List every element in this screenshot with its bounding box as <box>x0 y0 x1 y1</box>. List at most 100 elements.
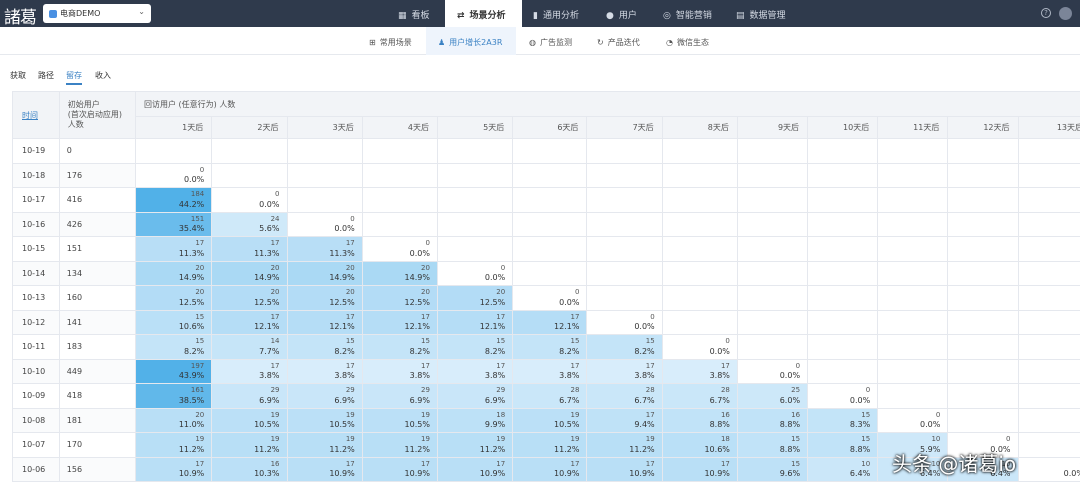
nav-smart-marketing[interactable]: ◎ 智能营销 <box>663 0 712 27</box>
retention-cell[interactable]: 20 12.5% <box>436 285 514 311</box>
retention-cell[interactable]: 25 6.0% <box>736 383 809 409</box>
retention-cell[interactable]: 20 14.9% <box>286 260 363 286</box>
subnav-wechat[interactable]: ◔ 微信生态 <box>666 27 709 55</box>
retention-cell[interactable]: 17 10.9% <box>512 456 588 482</box>
retention-cell[interactable]: 17 11.3% <box>211 236 288 262</box>
retention-cell[interactable]: 17 9.4% <box>586 407 663 433</box>
retention-cell[interactable]: 19 10.5% <box>211 407 288 433</box>
retention-cell[interactable]: 17 10.9% <box>436 456 514 482</box>
tab-revenue[interactable]: 收入 <box>95 71 111 80</box>
subnav-user-growth[interactable]: ♟ 用户增长2A3R <box>426 27 516 55</box>
retention-cell[interactable]: 10 6.4% <box>807 456 879 482</box>
retention-cell[interactable]: 19 11.2% <box>361 432 438 458</box>
nav-users[interactable]: ● 用户 <box>606 0 637 27</box>
tab-path[interactable]: 路径 <box>38 71 54 80</box>
retention-cell[interactable]: 15 8.3% <box>807 407 879 433</box>
retention-cell[interactable]: 17 3.8% <box>586 358 663 384</box>
retention-cell[interactable]: 10 6.4% <box>877 456 949 482</box>
retention-cell[interactable]: 151 35.4% <box>135 211 213 237</box>
retention-cell[interactable]: 17 10.9% <box>586 456 663 482</box>
retention-cell[interactable]: 17 12.1% <box>286 309 363 335</box>
retention-cell[interactable]: 17 3.8% <box>512 358 588 384</box>
retention-cell[interactable]: 20 14.9% <box>135 260 213 286</box>
retention-cell[interactable]: 17 12.1% <box>211 309 288 335</box>
project-selector[interactable]: 电商DEMO ⌄ <box>43 4 151 23</box>
nav-scene-analysis[interactable]: ⇄ 场景分析 <box>445 0 522 27</box>
retention-cell[interactable]: 18 10.6% <box>661 432 738 458</box>
nav-dashboard[interactable]: ▦ 看板 <box>398 0 430 27</box>
retention-cell[interactable]: 15 8.2% <box>135 334 213 360</box>
retention-cell[interactable]: 20 12.5% <box>286 285 363 311</box>
retention-cell[interactable]: 19 10.5% <box>286 407 363 433</box>
tab-retention[interactable]: 留存 <box>66 70 82 85</box>
retention-cell[interactable]: 17 10.9% <box>361 456 438 482</box>
retention-cell[interactable]: 28 6.7% <box>586 383 663 409</box>
nav-data-management[interactable]: ▤ 数据管理 <box>736 0 786 27</box>
retention-cell[interactable]: 19 11.2% <box>436 432 514 458</box>
retention-cell[interactable]: 197 43.9% <box>135 358 213 384</box>
retention-cell[interactable]: 19 11.2% <box>286 432 363 458</box>
retention-cell[interactable]: 17 3.8% <box>286 358 363 384</box>
retention-cell[interactable]: 20 11.0% <box>135 407 213 433</box>
tab-acquisition[interactable]: 获取 <box>10 71 26 80</box>
retention-cell[interactable]: 17 10.9% <box>286 456 363 482</box>
retention-cell[interactable]: 17 3.8% <box>361 358 438 384</box>
nav-general-analysis[interactable]: ▮ 通用分析 <box>533 0 579 27</box>
retention-cell[interactable]: 29 6.9% <box>286 383 363 409</box>
retention-cell[interactable]: 20 14.9% <box>211 260 288 286</box>
retention-cell[interactable]: 17 11.3% <box>286 236 363 262</box>
retention-cell[interactable]: 15 8.2% <box>586 334 663 360</box>
retention-cell[interactable]: 15 8.2% <box>286 334 363 360</box>
retention-cell[interactable]: 15 8.8% <box>736 432 809 458</box>
retention-cell[interactable]: 28 6.7% <box>661 383 738 409</box>
retention-cell[interactable]: 29 6.9% <box>436 383 514 409</box>
retention-cell[interactable]: 10 5.9% <box>877 432 949 458</box>
retention-cell[interactable]: 15 9.6% <box>736 456 809 482</box>
retention-cell[interactable]: 17 10.9% <box>135 456 213 482</box>
avatar[interactable] <box>1059 7 1072 20</box>
retention-cell[interactable]: 17 3.8% <box>661 358 738 384</box>
retention-cell[interactable]: 24 5.6% <box>211 211 288 237</box>
retention-cell[interactable]: 17 11.3% <box>135 236 213 262</box>
retention-cell[interactable]: 19 10.5% <box>512 407 588 433</box>
retention-cell[interactable]: 15 10.6% <box>135 309 213 335</box>
retention-cell[interactable]: 15 8.8% <box>807 432 879 458</box>
retention-cell[interactable]: 15 8.2% <box>436 334 514 360</box>
retention-cell[interactable]: 20 12.5% <box>361 285 438 311</box>
date-header[interactable]: 时间 <box>12 91 60 139</box>
retention-cell[interactable]: 17 12.1% <box>436 309 514 335</box>
retention-cell[interactable]: 184 44.2% <box>135 187 213 213</box>
retention-cell[interactable]: 16 10.3% <box>211 456 288 482</box>
retention-cell[interactable]: 15 8.2% <box>361 334 438 360</box>
subnav-product-iteration[interactable]: ↻ 产品迭代 <box>597 27 640 55</box>
retention-cell[interactable]: 19 11.2% <box>211 432 288 458</box>
retention-cell[interactable]: 15 8.2% <box>512 334 588 360</box>
retention-cell[interactable]: 14 7.7% <box>211 334 288 360</box>
retention-cell[interactable]: 161 38.5% <box>135 383 213 409</box>
subnav-ad-monitoring[interactable]: ◍ 广告监测 <box>529 27 572 55</box>
subnav-common-scenes[interactable]: ⊞ 常用场景 <box>369 27 412 55</box>
retention-cell[interactable]: 17 12.1% <box>361 309 438 335</box>
retention-cell[interactable]: 20 12.5% <box>135 285 213 311</box>
retention-cell[interactable]: 28 6.7% <box>512 383 588 409</box>
retention-cell[interactable]: 18 9.9% <box>436 407 514 433</box>
retention-cell[interactable]: 20 14.9% <box>361 260 438 286</box>
retention-cell[interactable]: 17 12.1% <box>512 309 588 335</box>
retention-cell[interactable]: 19 11.2% <box>512 432 588 458</box>
retention-cell[interactable]: 29 6.9% <box>361 383 438 409</box>
retention-cell[interactable]: 17 3.8% <box>436 358 514 384</box>
retention-cell[interactable]: 29 6.9% <box>211 383 288 409</box>
retention-cell[interactable]: 19 11.2% <box>586 432 663 458</box>
retention-cell[interactable]: 16 8.8% <box>661 407 738 433</box>
